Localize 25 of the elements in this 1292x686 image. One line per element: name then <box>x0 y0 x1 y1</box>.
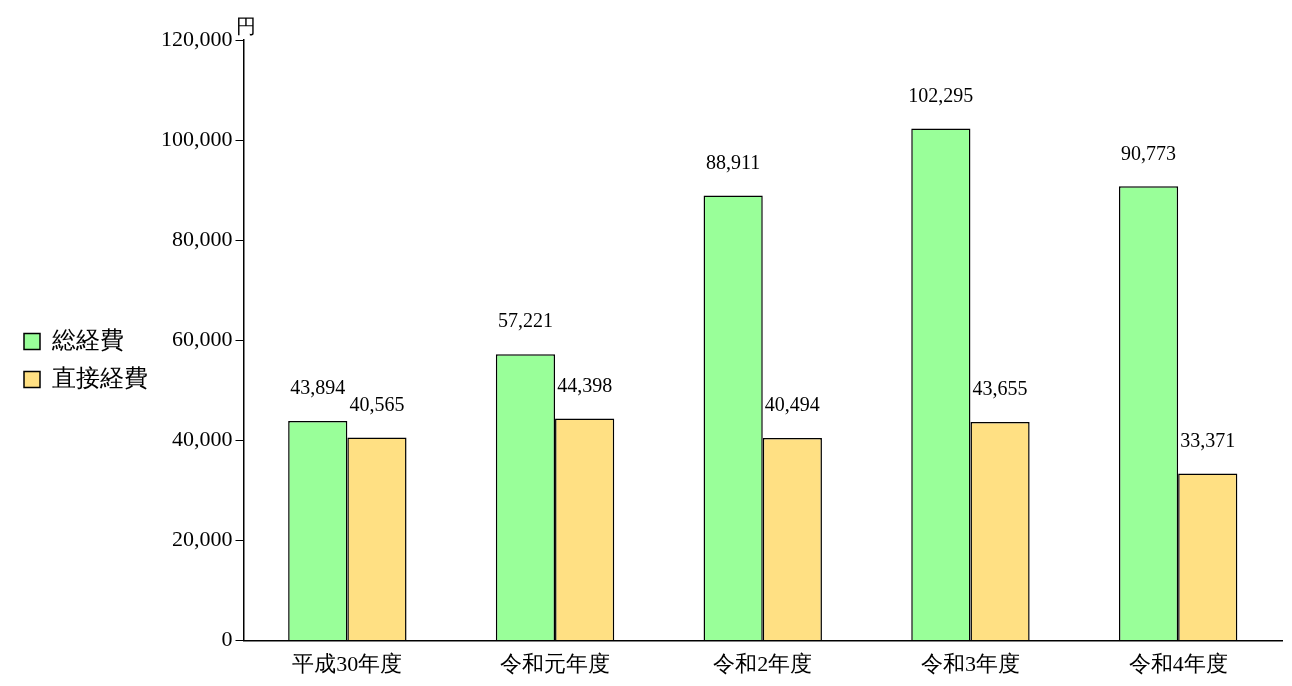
y-tick-label: 60,000 <box>172 326 233 352</box>
data-label: 43,655 <box>972 377 1028 400</box>
data-label: 40,494 <box>764 393 820 416</box>
legend-label: 直接経費 <box>52 364 148 391</box>
data-label: 40,565 <box>349 392 405 415</box>
y-axis-title: 円 <box>235 15 256 38</box>
x-tick-label: 令和4年度 <box>1128 650 1228 676</box>
data-label: 57,221 <box>497 309 553 332</box>
y-tick-label: 0 <box>221 626 233 652</box>
x-tick-label: 令和元年度 <box>500 650 611 676</box>
y-tick-label: 120,000 <box>161 25 233 51</box>
data-label: 90,773 <box>1121 141 1177 164</box>
x-tick-label: 平成30年度 <box>292 650 403 676</box>
legend-label: 総経費 <box>51 326 124 353</box>
y-tick-label: 40,000 <box>172 426 233 452</box>
y-tick-label: 100,000 <box>161 125 233 151</box>
data-label: 44,398 <box>557 373 613 396</box>
data-label: 88,911 <box>706 150 761 173</box>
data-label: 102,295 <box>908 83 974 106</box>
x-tick-label: 令和2年度 <box>713 650 813 676</box>
y-tick-label: 80,000 <box>172 225 233 251</box>
y-tick-label: 20,000 <box>172 526 233 552</box>
data-label: 33,371 <box>1180 428 1236 451</box>
x-tick-label: 令和3年度 <box>920 650 1020 676</box>
data-label: 43,894 <box>290 376 346 399</box>
